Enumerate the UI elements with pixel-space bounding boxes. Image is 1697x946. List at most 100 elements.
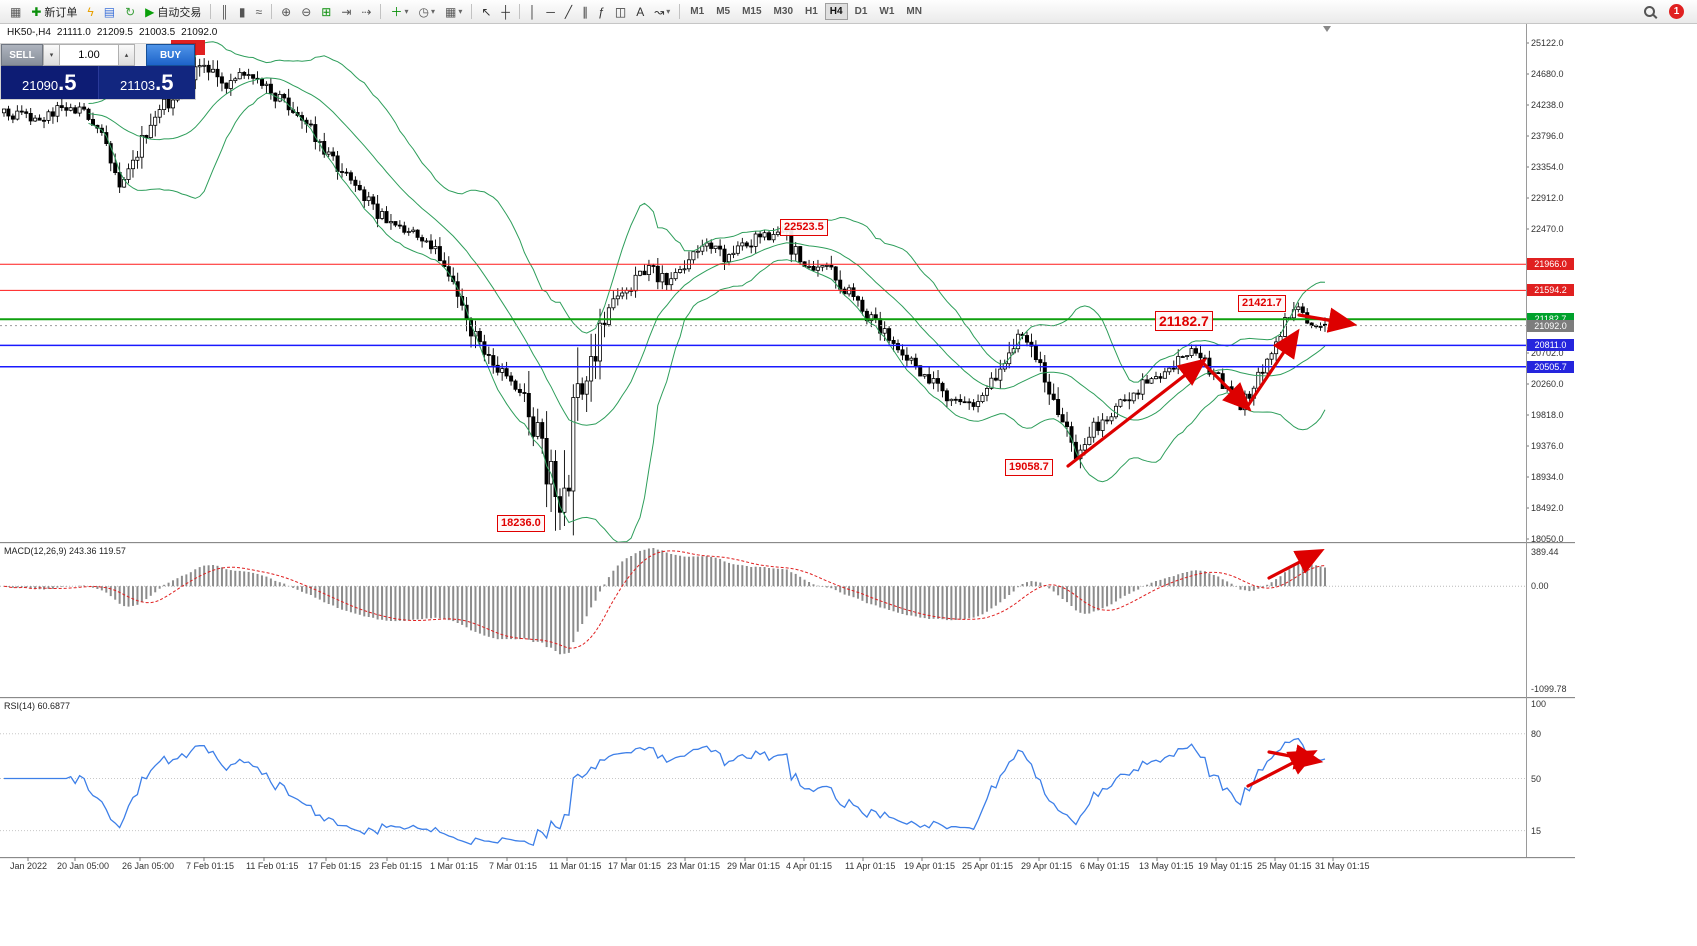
crosshair-icon[interactable]: ┼ <box>497 1 514 23</box>
refresh-icon[interactable]: ↻ <box>121 1 139 23</box>
timeframe-button-h1[interactable]: H1 <box>805 6 818 17</box>
sell-button[interactable]: SELL <box>1 44 43 66</box>
metaeditor-icon[interactable]: ϟ <box>83 1 97 23</box>
rsi-axis-label: 80 <box>1531 728 1542 739</box>
time-axis-label: 19 Apr 01:15 <box>904 861 956 871</box>
toolbar-right: 1 <box>1643 4 1692 19</box>
channel-icon[interactable]: ∥ <box>578 1 592 23</box>
macd-indicator-label: MACD(12,26,9) 243.36 119.57 <box>4 546 126 556</box>
candles <box>2 57 1328 536</box>
price-axis-label: 24238.0 <box>1531 100 1564 110</box>
price-annotation[interactable]: 21421.7 <box>1238 295 1286 312</box>
new-chart-icon: ▦ <box>10 4 22 19</box>
price-annotation[interactable]: 19058.7 <box>1005 459 1053 476</box>
line-chart-icon[interactable]: ≈ <box>252 1 267 23</box>
new-chart-icon[interactable]: ▦ <box>6 1 25 23</box>
bar-chart-icon[interactable]: ║ <box>216 1 233 23</box>
template-button[interactable]: ▦ ▾ <box>441 1 466 23</box>
trend-arrow[interactable] <box>1267 744 1324 770</box>
volume-increase-button[interactable]: ▴ <box>118 44 135 66</box>
horizontal-line-icon[interactable]: ─ <box>542 1 559 23</box>
timeframe-button-d1[interactable]: D1 <box>854 6 868 17</box>
fibonacci-icon: ƒ <box>598 4 605 19</box>
low-value: 21003.5 <box>138 27 176 38</box>
arrow-objects-button[interactable]: ↝ ▾ <box>650 1 674 23</box>
trend-arrow[interactable] <box>1297 307 1358 333</box>
trend-arrow[interactable] <box>1200 360 1252 412</box>
price-scale-box: 21966.0 <box>1527 258 1574 271</box>
timeframe-button-m5[interactable]: M5 <box>716 6 731 17</box>
sell-price-frac: .5 <box>58 70 77 95</box>
chart-title: HK50-,H4 21111.0 21209.5 21003.5 21092.0 <box>7 27 217 38</box>
toolbar-separator <box>210 4 212 19</box>
price-scale-box: 20811.0 <box>1527 339 1574 352</box>
arrow-objects-icon: ↝ <box>654 4 665 19</box>
toolbar-separator <box>518 4 520 19</box>
timeframe-button-w1[interactable]: W1 <box>879 6 895 17</box>
zoom-in-icon[interactable]: ⊕ <box>277 1 295 23</box>
volume-decrease-button[interactable]: ▾ <box>43 44 60 66</box>
shapes-icon[interactable]: ◫ <box>611 1 630 23</box>
price-axis-label: 22912.0 <box>1531 193 1564 203</box>
tile-windows-icon[interactable]: ⊞ <box>317 1 335 23</box>
cursor-icon[interactable]: ↖ <box>477 1 495 23</box>
indicators-icon: ＋ <box>390 4 403 19</box>
price-scale-box: 21594.2 <box>1527 284 1574 297</box>
notification-badge[interactable]: 1 <box>1669 4 1684 19</box>
caret-down-icon: ▾ <box>666 7 671 16</box>
chart-shift-marker[interactable] <box>1323 26 1331 32</box>
timeframe-button-m1[interactable]: M1 <box>690 6 705 17</box>
indicators-button[interactable]: ＋ ▾ <box>386 1 412 23</box>
volume-input[interactable] <box>60 44 118 66</box>
trendline-icon[interactable]: ╱ <box>561 1 576 23</box>
caret-down-icon: ▾ <box>430 7 435 16</box>
macd-axis-zero: 0.00 <box>1531 581 1549 592</box>
timeframe-button-mn[interactable]: MN <box>906 6 922 17</box>
caret-down-icon: ▾ <box>458 7 463 16</box>
new-order-icon: ✚ <box>31 4 42 19</box>
trade-prices-row: 21090 .5 21103 .5 <box>1 66 195 99</box>
macd-signal-line <box>3 550 1326 649</box>
timeframe-button-h4[interactable]: H4 <box>824 3 848 20</box>
text-icon[interactable]: A <box>632 1 648 23</box>
trend-arrow[interactable] <box>1245 328 1300 409</box>
trend-arrow[interactable] <box>1267 549 1325 580</box>
price-annotation[interactable]: 22523.5 <box>780 219 828 236</box>
candlestick-chart-icon: ▮ <box>238 4 246 19</box>
auto-scroll-icon[interactable]: ⇥ <box>337 1 355 23</box>
time-axis-label: 13 May 01:15 <box>1139 861 1194 871</box>
horizontal-line-icon: ─ <box>546 4 555 19</box>
trend-arrow[interactable] <box>1066 358 1208 468</box>
text-icon: A <box>636 4 645 19</box>
auto-scroll-icon: ⇥ <box>341 4 352 19</box>
time-axis-label: 1 Mar 01:15 <box>430 861 479 871</box>
buy-price[interactable]: 21103 .5 <box>98 66 195 99</box>
macd-axis-min: -1099.78 <box>1531 684 1567 694</box>
period-button[interactable]: ◷ ▾ <box>414 1 439 23</box>
price-annotation[interactable]: 21182.7 <box>1155 311 1213 331</box>
buy-button[interactable]: BUY <box>146 44 195 66</box>
candlestick-chart-icon[interactable]: ▮ <box>235 1 250 23</box>
crosshair-icon: ┼ <box>501 4 510 19</box>
toolbar: ▦ ✚ 新订单 ϟ ▤ ↻ ▶ 自动交易 ║ ▮ ≈ ⊕ ⊖ ⊞ ⇥ ⇢ ＋ ▾ ◷ ▾ ▦ ▾ ↖ ┼ │ ─ ╱ ∥ ƒ ◫ A ↝ ▾ M1… <box>0 0 1697 24</box>
channel-icon: ∥ <box>582 4 589 19</box>
timeframe-button-m15[interactable]: M15 <box>742 6 762 17</box>
sell-price[interactable]: 21090 .5 <box>1 66 99 99</box>
time-axis-label: 17 Feb 01:15 <box>308 861 362 871</box>
price-annotation[interactable]: 18236.0 <box>497 515 545 532</box>
timeframe-button-m30[interactable]: M30 <box>773 6 793 17</box>
search-icon[interactable] <box>1643 5 1657 19</box>
new-order-button[interactable]: ✚ 新订单 <box>27 1 81 23</box>
bar-chart-icon: ║ <box>220 4 229 19</box>
time-axis-label: Jan 2022 <box>10 861 48 871</box>
vertical-line-icon[interactable]: │ <box>525 1 541 23</box>
bollinger-lower-band <box>88 92 1326 543</box>
chart-shift-icon[interactable]: ⇢ <box>357 1 375 23</box>
autotrading-button[interactable]: ▶ 自动交易 <box>141 1 205 23</box>
zoom-out-icon[interactable]: ⊖ <box>297 1 315 23</box>
chart-profile-icon: ▤ <box>103 4 116 19</box>
toolbar-separator <box>471 4 473 19</box>
chart-profile-icon[interactable]: ▤ <box>100 1 119 23</box>
fibonacci-icon[interactable]: ƒ <box>594 1 609 23</box>
